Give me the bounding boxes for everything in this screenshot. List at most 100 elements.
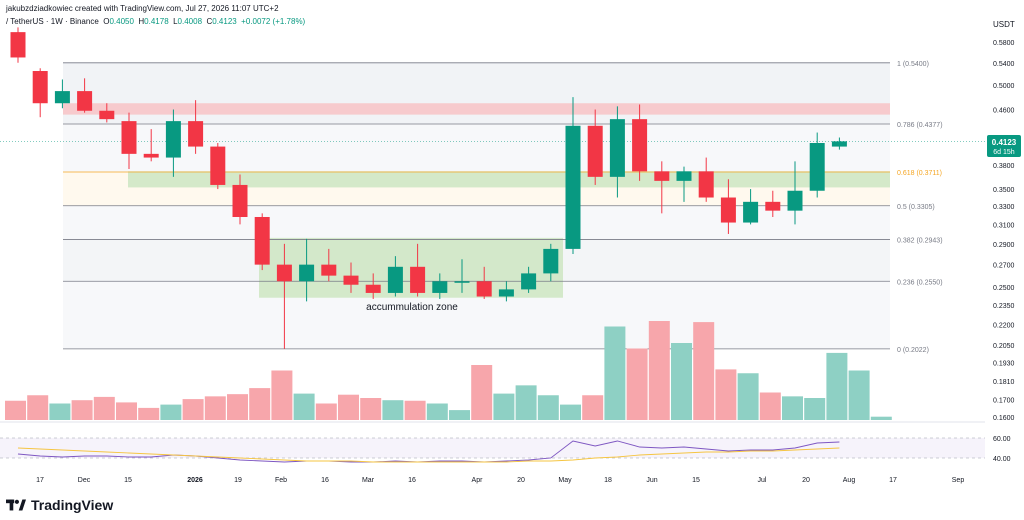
fib-label: 0.786 (0.4377) [897,122,943,129]
fib-band [63,62,890,124]
candle-body [765,201,781,211]
candle-body [143,153,159,158]
price-tick-label: 0.5000 [993,83,1015,90]
rsi-ma-line [17,447,840,463]
candle-body [609,119,625,177]
volume-layer [5,321,892,420]
volume-bar [471,365,493,420]
volume-bar [116,402,137,420]
candle-body [121,121,137,154]
candle-body [632,119,648,172]
volume-bar [404,400,426,420]
volume-bar [626,348,648,420]
volume-bar [759,392,781,420]
time-tick-label: Apr [472,477,484,484]
volume-bar [515,385,537,420]
close-value: 0.4123 [212,17,237,26]
price-tick-label: 0.3100 [993,222,1015,229]
candle-body [787,190,803,211]
time-tick-label: 15 [124,477,132,484]
last-price-tag-bg [987,135,1021,157]
volume-bar [804,398,826,420]
candle-body [99,110,115,120]
time-tick-label: 16 [321,477,329,484]
time-tick-label: 20 [517,477,525,484]
volume-bar [426,403,448,420]
price-tick-label: 0.2700 [993,263,1015,270]
rsi-band [0,438,985,458]
ohlc-legend: / TetherUS · 1W · Binance O0.4050 H0.417… [6,17,305,26]
fib-label: 1 (0.5400) [897,61,929,68]
last-price-tag: 0.4123 6d 15h [987,135,1021,157]
open-label: O [103,17,110,26]
rsi-tick-label: 60.00 [993,436,1011,443]
volume-bar [560,404,581,420]
price-tick-label: 0.2200 [993,322,1015,329]
volume-bar [338,394,359,420]
change-value: +0.0072 (+1.78%) [241,17,306,26]
volume-bar [693,322,715,420]
currency-label[interactable]: USDT [993,20,1015,29]
volume-bar [49,403,71,420]
time-tick-label: Sep [952,477,965,484]
candle-body [10,32,26,58]
time-tick-label: Dec [78,477,91,484]
candle-body [299,264,315,282]
volume-bar [204,396,226,420]
volume-bar [27,395,49,420]
price-tick-label: 0.3800 [993,163,1015,170]
high-label: H [138,17,145,26]
candle-body [454,281,470,283]
rsi-line [17,440,840,463]
chart-credit: jakubzdziadkowiec created with TradingVi… [6,4,279,13]
tradingview-logo[interactable]: TradingView [6,497,113,513]
candle-body [254,216,270,265]
price-tick-label: 0.1700 [993,397,1015,404]
candle-body [232,184,248,217]
candle-body [410,266,426,293]
fib-label: 0.5 (0.3305) [897,204,935,211]
high-value: 0.4178 [144,17,169,26]
fib-band [63,123,890,173]
time-tick-label: Jul [758,477,767,484]
candle-body [720,197,736,223]
time-tick-label: 2026 [187,477,203,484]
low-value: 0.4008 [177,17,203,26]
candle-body [343,275,359,285]
volume-bar [71,400,93,420]
time-tick-label: Aug [843,477,856,484]
candle-body [77,91,93,111]
candle-body [831,141,847,147]
price-tick-label: 0.2500 [993,285,1015,292]
price-tick-label: 0.2050 [993,343,1015,350]
time-tick-label: Mar [362,477,375,484]
volume-bar [715,369,737,420]
volume-bar [826,352,848,420]
volume-bar [315,403,337,420]
volume-bar [382,400,404,420]
volume-bar [782,396,803,420]
candle-body [165,121,181,158]
price-chart[interactable]: 1 (0.5400) 0.786 (0.4377) 0.618 (0.3711) 0.… [0,0,1024,488]
close-label: C [206,17,213,26]
time-tick-label: 19 [234,477,242,484]
candle-body [698,171,714,198]
candle-body [210,146,226,185]
time-tick-label: 15 [692,477,700,484]
volume-bar [227,394,248,420]
candle-body [54,91,70,104]
accumulation-zone-label: accummulation zone [366,302,458,313]
candle-body [498,289,514,297]
time-axis[interactable]: 17 Dec 15 2026 19 Feb 16 Mar 16 Apr 20 May 18 Jun 15 Ju… [36,477,964,484]
open-value: 0.4050 [109,17,134,26]
symbol-line[interactable]: / TetherUS · 1W · Binance [6,17,99,26]
volume-bar [737,373,759,420]
fib-band [63,205,890,240]
time-tick-label: May [558,477,572,484]
price-tick-label: 0.1600 [993,415,1015,422]
fib-label: 0.236 (0.2550) [897,279,943,286]
candle-body [809,143,825,191]
time-tick-label: 17 [889,477,897,484]
price-axis[interactable]: 0.5800 0.5400 0.5000 0.4600 0.3800 0.3500 0.33… [993,40,1015,422]
volume-bar [449,410,470,420]
